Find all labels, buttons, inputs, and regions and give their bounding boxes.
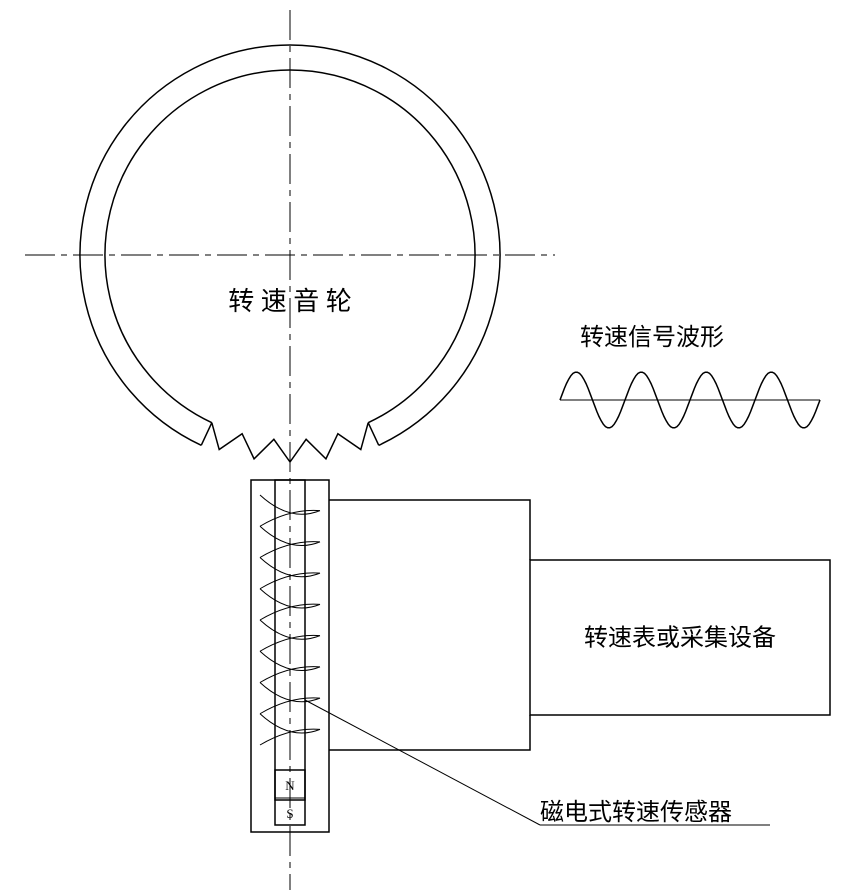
- magnet-n-label: N: [285, 778, 295, 793]
- tone-wheel-cap-left: [368, 423, 379, 446]
- waveform-label: 转速信号波形: [580, 324, 724, 351]
- wire-lower: [329, 715, 530, 750]
- tone-wheel-label: 转 速 音 轮: [228, 287, 352, 316]
- tone-wheel-cap-right: [201, 423, 212, 446]
- sensor-label: 磁电式转速传感器: [540, 799, 732, 826]
- wire-upper: [329, 500, 530, 560]
- display-box-label: 转速表或采集设备: [584, 625, 776, 652]
- sensor-leader-line: [305, 700, 540, 825]
- magnet-s-label: S: [286, 806, 293, 821]
